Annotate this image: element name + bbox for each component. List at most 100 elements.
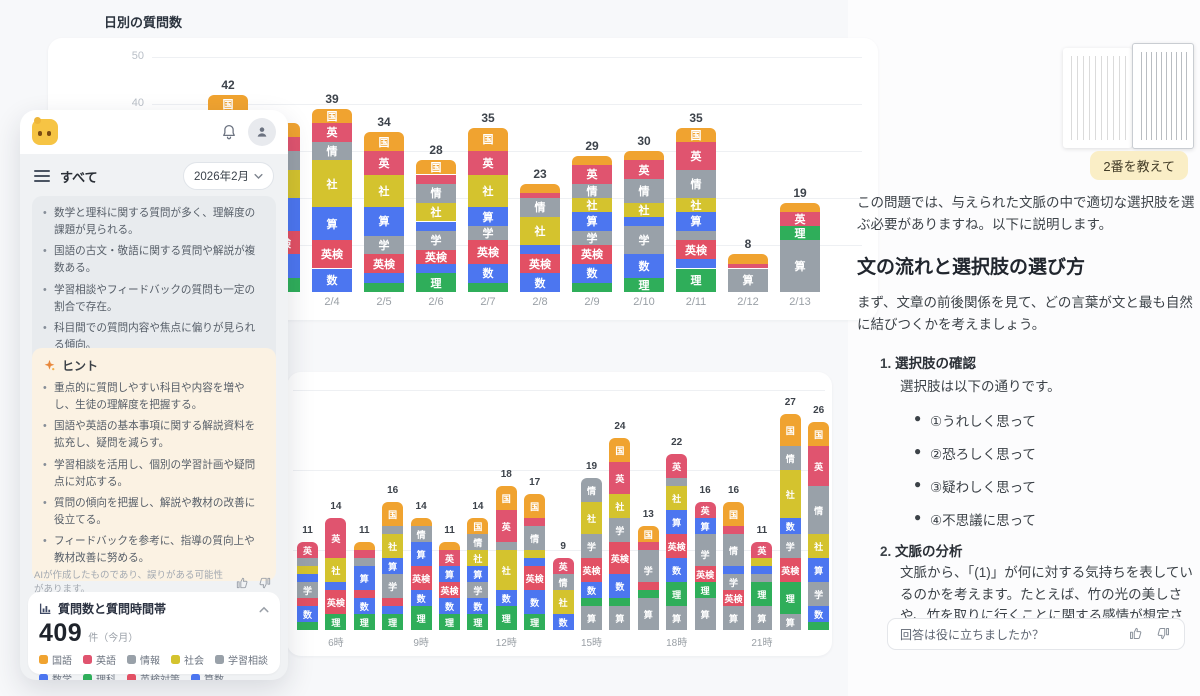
bar-segment-数[interactable]: 数	[666, 558, 688, 582]
collapse-chevron-icon[interactable]	[259, 602, 269, 616]
bar-segment-社[interactable]: 社	[572, 198, 612, 213]
bar-segment-英[interactable]: 英	[624, 160, 664, 180]
bar-segment-英検[interactable]: 英検	[410, 566, 432, 590]
bar-segment-情[interactable]	[353, 558, 375, 566]
bar-segment-英検[interactable]: 英検	[609, 542, 631, 574]
bar-segment-数[interactable]: 数	[520, 273, 560, 292]
bar-segment-情[interactable]: 情	[416, 183, 456, 203]
bar-segment-学[interactable]: 学	[609, 518, 631, 542]
bar-segment-国[interactable]: 国	[779, 414, 801, 446]
bar-segment-算[interactable]	[297, 574, 318, 582]
bar-segment-英検[interactable]: 英検	[364, 254, 404, 274]
bar-segment-英検[interactable]: 英検	[694, 566, 716, 582]
bar-segment-国[interactable]: 国	[467, 518, 489, 534]
bar-segment-情[interactable]: 情	[676, 169, 716, 198]
bar-segment-数[interactable]: 数	[312, 268, 352, 292]
bar-segment-情[interactable]	[495, 542, 517, 550]
bar-segment-国[interactable]: 国	[468, 127, 508, 151]
bar-segment-算[interactable]: 算	[353, 566, 375, 590]
bar-segment-社[interactable]: 社	[364, 174, 404, 208]
bar-segment-学[interactable]: 学	[467, 582, 489, 598]
bar-segment-英[interactable]: 英	[808, 446, 830, 486]
bar-segment-学[interactable]	[676, 230, 716, 241]
bar-segment-理[interactable]: 理	[382, 614, 404, 630]
bar-segment-国[interactable]	[780, 202, 820, 213]
bar-segment-社[interactable]: 社	[552, 590, 574, 614]
bar-segment-英検[interactable]: 英検	[312, 240, 352, 269]
bar-segment-英[interactable]: 英	[468, 151, 508, 175]
bar-segment-英[interactable]: 英	[666, 454, 688, 478]
bar-segment-国[interactable]	[353, 542, 375, 550]
bar-segment-算[interactable]: 算	[751, 606, 773, 630]
bar-segment-学[interactable]: 学	[572, 230, 612, 245]
bar-segment-理[interactable]: 理	[353, 614, 375, 630]
bar-segment-社[interactable]: 社	[666, 486, 688, 510]
bar-segment-英検[interactable]: 英検	[468, 240, 508, 264]
bell-icon[interactable]	[220, 123, 238, 141]
bar-segment-国[interactable]	[624, 151, 664, 161]
bar-segment-学[interactable]: 学	[637, 558, 659, 582]
bar-segment-数[interactable]	[325, 582, 347, 590]
bar-segment-英検[interactable]	[637, 582, 659, 590]
bar-segment-理[interactable]: 理	[495, 606, 517, 630]
bar-segment-算[interactable]	[524, 558, 546, 566]
bar-segment-数[interactable]: 数	[439, 598, 460, 614]
bar-segment-英[interactable]	[416, 174, 456, 184]
bar-segment-社[interactable]: 社	[467, 550, 489, 566]
bar-segment-学[interactable]: 学	[364, 235, 404, 255]
bar-segment-国[interactable]: 国	[524, 494, 546, 518]
bar-segment-国[interactable]	[572, 155, 612, 166]
bar-segment-英検[interactable]: 英検	[524, 566, 546, 590]
bar-segment-数[interactable]	[364, 273, 404, 283]
bar-segment-国[interactable]: 国	[382, 502, 404, 526]
bar-segment-情[interactable]: 情	[467, 534, 489, 550]
bar-segment-英検[interactable]	[353, 590, 375, 598]
bar-segment-英[interactable]: 英	[751, 542, 773, 558]
bar-segment-社[interactable]: 社	[468, 174, 508, 208]
bar-segment-数[interactable]: 数	[572, 263, 612, 283]
bar-segment-国[interactable]: 国	[676, 127, 716, 142]
bar-segment-学[interactable]: 学	[808, 582, 830, 606]
bar-segment-数[interactable]: 数	[524, 590, 546, 614]
bar-segment-英[interactable]: 英	[439, 550, 460, 566]
bar-segment-英[interactable]: 英	[297, 542, 318, 558]
bar-segment-理[interactable]: 理	[624, 277, 664, 292]
bar-segment-算[interactable]: 算	[666, 606, 688, 630]
period-dropdown[interactable]: 2026年2月	[183, 162, 274, 190]
bar-segment-数[interactable]: 数	[624, 254, 664, 278]
feedback-thumbs-up-icon[interactable]	[1128, 626, 1144, 642]
bar-segment-学[interactable]: 学	[581, 534, 602, 558]
bar-segment-情[interactable]: 情	[524, 526, 546, 550]
bar-segment-英検[interactable]: 英検	[779, 558, 801, 582]
bar-segment-情[interactable]: 情	[312, 141, 352, 161]
bar-segment-英検[interactable]: 英検	[520, 254, 560, 274]
bar-segment-英検[interactable]: 英検	[666, 534, 688, 558]
bar-segment-情[interactable]	[382, 526, 404, 534]
bar-segment-情[interactable]: 情	[723, 534, 744, 566]
bar-segment-英[interactable]: 英	[572, 165, 612, 184]
bar-segment-理[interactable]	[808, 622, 830, 630]
bar-segment-情[interactable]: 情	[410, 526, 432, 542]
bar-segment-学[interactable]: 学	[382, 574, 404, 598]
bar-segment-理[interactable]	[637, 590, 659, 598]
bar-segment-英[interactable]: 英	[694, 502, 716, 518]
bar-segment-国[interactable]	[439, 542, 460, 550]
bar-segment-理[interactable]	[581, 598, 602, 606]
bar-segment-算[interactable]: 算	[468, 207, 508, 227]
bar-segment-算[interactable]: 算	[676, 212, 716, 231]
bar-segment-情[interactable]: 情	[552, 574, 574, 590]
bar-segment-理[interactable]: 理	[779, 582, 801, 614]
bar-segment-英[interactable]: 英	[325, 518, 347, 558]
attachment-page-right[interactable]	[1132, 43, 1194, 149]
bar-segment-国[interactable]	[728, 254, 768, 264]
bar-segment-算[interactable]: 算	[637, 598, 659, 630]
bar-segment-理[interactable]: 理	[439, 614, 460, 630]
bar-segment-数[interactable]: 数	[410, 590, 432, 606]
bar-segment-英検[interactable]	[297, 598, 318, 606]
bar-segment-理[interactable]	[468, 282, 508, 292]
bar-segment-国[interactable]	[410, 518, 432, 526]
bar-segment-理[interactable]: 理	[694, 582, 716, 598]
bar-segment-算[interactable]: 算	[410, 542, 432, 566]
bar-segment-英検[interactable]: 英検	[676, 240, 716, 260]
bar-segment-理[interactable]	[297, 622, 318, 630]
